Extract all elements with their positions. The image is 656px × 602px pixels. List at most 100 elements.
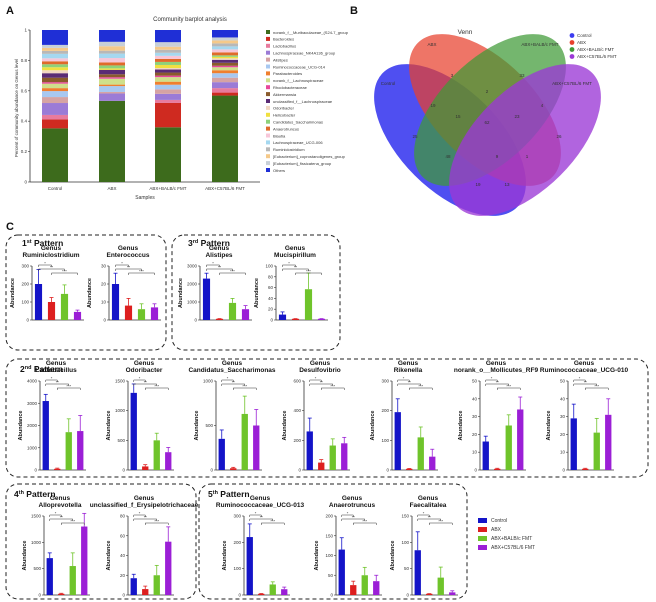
significance-mark: *** — [362, 519, 367, 524]
genus-y-tick-label: 500 — [117, 438, 125, 443]
panel-a-stack-segment — [212, 70, 238, 74]
panel-a-bars — [42, 30, 238, 182]
genus-bar — [137, 309, 146, 320]
panel-a-stack-segment — [42, 82, 68, 84]
venn-region-count: 25 — [412, 134, 418, 139]
genus-y-label: Abundance — [18, 411, 24, 441]
panel-b-venn: Venn Control ABX ABX+BALB/c FMT ABX+C57B… — [374, 29, 617, 216]
genus-y-tick-label: 150 — [401, 514, 409, 519]
genus-bar — [306, 431, 313, 470]
significance-mark: *** — [270, 519, 275, 524]
panel-a-stack-segment — [212, 65, 238, 68]
genus-y-tick-label: 100 — [233, 566, 241, 571]
panel-a-stack-segment — [99, 77, 125, 79]
genus-y-tick-label: 0 — [406, 593, 409, 598]
panel-a-stack-segment — [212, 56, 238, 59]
panel-a-stack-segment — [155, 64, 181, 68]
genus-bar — [426, 593, 433, 595]
panel-a-stack-segment — [99, 86, 125, 92]
significance-mark: *** — [594, 384, 599, 389]
genus-word: Genus — [574, 360, 595, 367]
panel-a-legend-swatch — [266, 161, 270, 166]
significance-mark: ** — [294, 265, 298, 270]
genus-y-tick-label: 0 — [270, 318, 273, 323]
genus-bar — [46, 558, 53, 595]
panel-a-stack-segment — [155, 89, 181, 94]
panel-a-legend-swatch — [266, 154, 270, 159]
venn-region-count: 19 — [430, 103, 436, 108]
significance-mark: *** — [230, 269, 235, 274]
panel-a-y-ticks: 0 0.2 0.4 0.6 0.8 1 — [21, 28, 30, 185]
significance-bracket — [417, 514, 430, 517]
panel-a-stack-segment — [212, 52, 238, 56]
genus-bar — [317, 318, 326, 320]
panel-a-legend-label: [Eubacterium]_coprostanoligenes_group — [273, 154, 346, 159]
genus-bar — [482, 441, 489, 470]
panel-a-y-label: Percent of community abundance on Genus … — [14, 59, 19, 157]
venn-region-count: 15 — [455, 114, 461, 119]
venn-region-count: 13 — [504, 182, 510, 187]
significance-bracket — [585, 387, 609, 390]
genus-y-label: Abundance — [106, 541, 112, 571]
genus-y-tick-label: 2000 — [27, 423, 38, 428]
genus-y-tick-label: 500 — [205, 423, 213, 428]
panel-a-legend-swatch — [266, 30, 270, 34]
significance-bracket — [341, 518, 365, 521]
genus-word: Genus — [46, 360, 67, 367]
panel-letter-a: A — [6, 5, 14, 17]
genus-bar — [373, 581, 380, 595]
genus-y-tick-label: 0 — [103, 318, 106, 323]
genus-bar — [278, 314, 287, 320]
genus-y-tick-label: 200 — [381, 408, 389, 413]
genus-name: Enterococcus — [107, 252, 150, 259]
genus-bar — [142, 589, 149, 595]
panel-a-legend-label: Alistipes — [273, 57, 288, 62]
panel-a-legend-swatch — [266, 112, 270, 117]
genus-y-tick-label: 0 — [210, 468, 213, 473]
genus-y-tick-label: 20 — [472, 432, 478, 437]
significance-mark: * — [212, 261, 214, 266]
significance-mark: * — [55, 511, 57, 516]
significance-bracket — [115, 264, 129, 267]
genus-bar — [130, 392, 137, 470]
genus-bar — [291, 318, 300, 320]
panel-a-stack-segment — [155, 77, 181, 82]
significance-bracket — [145, 522, 169, 525]
genus-name: Candidatus_Saccharimonas — [188, 367, 275, 374]
panel-a-stack-segment — [155, 93, 181, 100]
genus-y-tick-label: 0 — [122, 468, 125, 473]
genus-y-tick-label: 10 — [472, 450, 478, 455]
genus-bar — [341, 443, 348, 470]
genus-y-tick-label: 50 — [472, 379, 478, 384]
genus-bar — [142, 466, 149, 470]
panel-c-legend-label: ABX+BALB/c FMT — [491, 536, 532, 542]
genus-y-tick-label: 80 — [120, 514, 126, 519]
significance-bracket — [51, 272, 78, 275]
panel-a-y-tick-label: 0 — [24, 180, 27, 185]
panel-a-stack-segment — [212, 58, 238, 60]
genus-bar — [494, 468, 501, 470]
genus-y-tick-label: 60 — [120, 533, 126, 538]
venn-legend-dot — [569, 54, 575, 59]
significance-mark: ** — [232, 380, 236, 385]
genus-y-tick-label: 30 — [472, 414, 478, 419]
significance-mark: ** — [144, 380, 148, 385]
genus-bar — [130, 578, 137, 595]
panel-a-legend-swatch — [266, 71, 270, 76]
genus-y-tick-label: 100 — [21, 300, 29, 305]
genus-bar — [124, 305, 133, 320]
genus-name: Ruminiclostridium — [22, 252, 79, 259]
panel-a-stack-segment — [155, 42, 181, 47]
genus-name: Ruminococcaceae_UCG-013 — [216, 502, 305, 509]
venn-label-abx: ABX — [427, 42, 436, 47]
panel-c-legend-label: ABX — [491, 527, 502, 533]
significance-bracket — [282, 268, 309, 271]
genus-bar — [241, 309, 250, 320]
genus-y-tick-label: 100 — [265, 264, 273, 269]
genus-y-tick-label: 100 — [401, 540, 409, 545]
pattern-title-2: 2nd Pattern — [20, 364, 63, 374]
